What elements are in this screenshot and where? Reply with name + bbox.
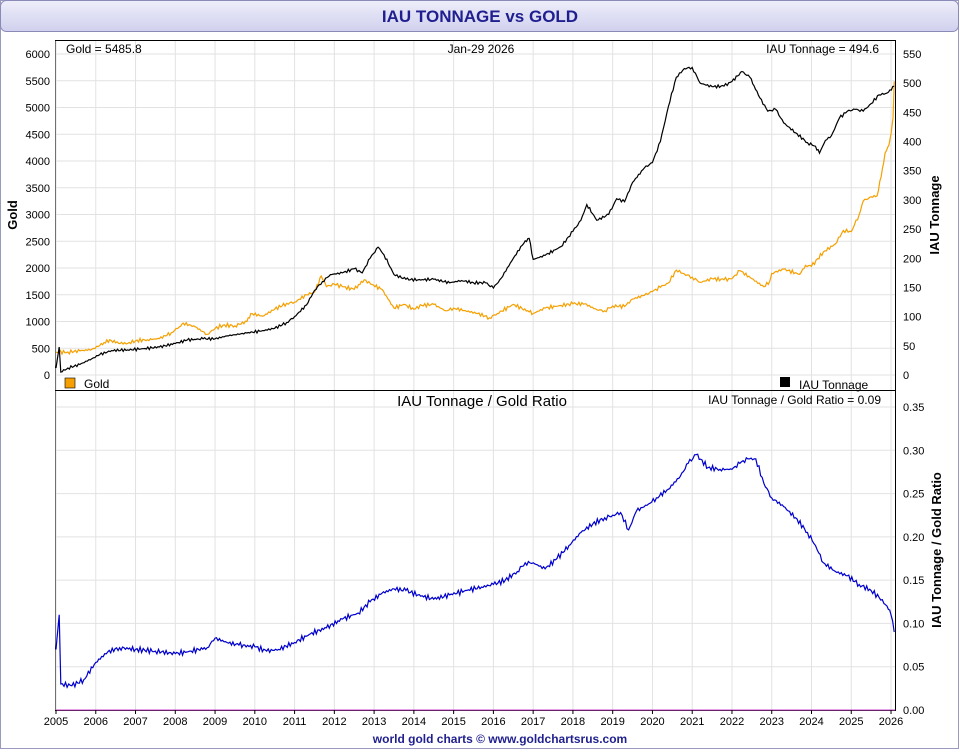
gold-y-tick-label: 2000 bbox=[26, 263, 50, 275]
x-tick-label: 2013 bbox=[362, 716, 386, 728]
gold-y-tick-label: 2500 bbox=[26, 236, 50, 248]
gold-readout: Gold = 5485.8 bbox=[66, 42, 142, 56]
legend-gold-label: Gold bbox=[84, 377, 109, 391]
legend-gold-swatch bbox=[64, 377, 76, 389]
gold-y-tick-label: 1500 bbox=[26, 290, 50, 302]
gold-y-tick-label: 5000 bbox=[26, 103, 50, 115]
x-tick-label: 2015 bbox=[441, 716, 465, 728]
gold-y-tick-label: 6000 bbox=[26, 49, 50, 61]
tonnage-y-tick-label: 550 bbox=[903, 49, 921, 61]
x-tick-label: 2017 bbox=[521, 716, 545, 728]
date-label: Jan-29 2026 bbox=[448, 42, 515, 56]
x-tick-label: 2006 bbox=[84, 716, 108, 728]
x-axis-ticks: 2005 2006 2007 2008 2009 2010 2011 2012 2013 2014… bbox=[44, 710, 903, 728]
ratio-y-tick-label: 0.25 bbox=[903, 489, 924, 501]
ratio-series-line bbox=[55, 453, 895, 689]
footer-credit: world gold charts © www.goldchartsrus.co… bbox=[372, 732, 627, 746]
gold-y-tick-label: 500 bbox=[32, 343, 50, 355]
x-tick-label: 2019 bbox=[600, 716, 624, 728]
x-tick-label: 2009 bbox=[203, 716, 227, 728]
legend-tonnage-label: IAU Tonnage bbox=[799, 378, 868, 392]
x-tick-label: 2026 bbox=[879, 716, 903, 728]
tonnage-readout: IAU Tonnage = 494.6 bbox=[766, 42, 879, 56]
gold-y-tick-label: 4500 bbox=[26, 129, 50, 141]
ratio-y-tick-label: 0.30 bbox=[903, 445, 924, 457]
bottom-plot-area bbox=[55, 390, 896, 711]
gold-y-tick-label: 3000 bbox=[26, 210, 50, 222]
ratio-y-tick-label: 0.10 bbox=[903, 618, 924, 630]
ratio-y-tick-label: 0.15 bbox=[903, 575, 924, 587]
top-gridlines bbox=[55, 41, 895, 390]
ratio-y-tick-label: 0.00 bbox=[903, 705, 924, 717]
ratio-readout: IAU Tonnage / Gold Ratio = 0.09 bbox=[708, 393, 881, 407]
top-plot-area bbox=[55, 40, 896, 391]
tonnage-axis-label: IAU Tonnage bbox=[927, 175, 942, 254]
legend-tonnage-swatch bbox=[780, 377, 790, 387]
iau-tonnage-series-line bbox=[55, 66, 895, 373]
tonnage-y-tick-label: 200 bbox=[903, 253, 921, 265]
top-right-y-ticks: 0 50 100 150 200 250 300 350 400 450 500 550 bbox=[903, 49, 921, 382]
gold-y-tick-label: 5500 bbox=[26, 76, 50, 88]
gold-y-tick-label: 0 bbox=[44, 370, 50, 382]
chart-title: IAU TONNAGE vs GOLD bbox=[382, 7, 578, 26]
x-tick-label: 2014 bbox=[402, 716, 426, 728]
gold-series-line bbox=[55, 81, 895, 356]
top-left-y-ticks: 0 500 1000 1500 2000 2500 3000 3500 4000 4500 5000… bbox=[26, 49, 50, 382]
gold-y-tick-label: 4000 bbox=[26, 156, 50, 168]
ratio-axis-label: IAU Tonnage / Gold Ratio bbox=[929, 472, 944, 628]
gold-y-tick-label: 1000 bbox=[26, 317, 50, 329]
ratio-y-tick-label: 0.05 bbox=[903, 662, 924, 674]
x-tick-label: 2021 bbox=[680, 716, 704, 728]
ratio-chart-title: IAU Tonnage / Gold Ratio bbox=[397, 393, 567, 410]
tonnage-y-tick-label: 500 bbox=[903, 78, 921, 90]
tonnage-y-tick-label: 100 bbox=[903, 312, 921, 324]
x-tick-label: 2020 bbox=[640, 716, 664, 728]
x-tick-label: 2024 bbox=[799, 716, 823, 728]
x-tick-label: 2011 bbox=[283, 716, 307, 728]
ratio-y-tick-label: 0.35 bbox=[903, 402, 924, 414]
x-tick-label: 2022 bbox=[720, 716, 744, 728]
x-tick-label: 2018 bbox=[561, 716, 585, 728]
ratio-y-tick-label: 0.20 bbox=[903, 532, 924, 544]
x-tick-label: 2007 bbox=[123, 716, 147, 728]
tonnage-y-tick-label: 150 bbox=[903, 282, 921, 294]
tonnage-y-tick-label: 400 bbox=[903, 137, 921, 149]
tonnage-y-tick-label: 0 bbox=[903, 370, 909, 382]
tonnage-y-tick-label: 350 bbox=[903, 166, 921, 178]
x-tick-label: 2008 bbox=[163, 716, 187, 728]
gold-y-tick-label: 3500 bbox=[26, 183, 50, 195]
x-tick-label: 2025 bbox=[839, 716, 863, 728]
x-tick-label: 2023 bbox=[759, 716, 783, 728]
bottom-right-y-ticks: 0.00 0.05 0.10 0.15 0.20 0.25 0.30 0.35 bbox=[903, 402, 924, 717]
tonnage-y-tick-label: 50 bbox=[903, 341, 915, 353]
x-tick-label: 2010 bbox=[243, 716, 267, 728]
tonnage-y-tick-label: 250 bbox=[903, 224, 921, 236]
x-tick-label: 2012 bbox=[322, 716, 346, 728]
gold-axis-label: Gold bbox=[5, 200, 20, 230]
tonnage-y-tick-label: 450 bbox=[903, 107, 921, 119]
tonnage-y-tick-label: 300 bbox=[903, 195, 921, 207]
x-tick-label: 2016 bbox=[481, 716, 505, 728]
title-bar bbox=[0, 0, 959, 32]
x-tick-label: 2005 bbox=[44, 716, 68, 728]
